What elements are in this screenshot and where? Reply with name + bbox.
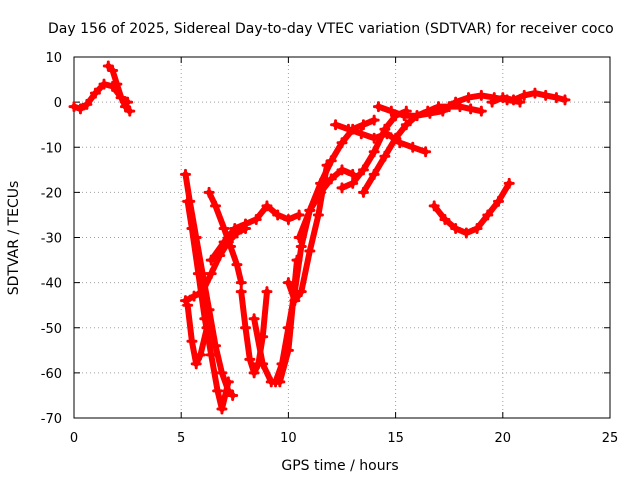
series-line: [184, 302, 210, 367]
series-track-6: [182, 299, 213, 370]
x-tick-label: 20: [495, 431, 512, 446]
series-track-13: [293, 114, 380, 243]
series-track-9: [235, 286, 273, 379]
y-tick-label: -10: [41, 141, 62, 156]
x-tick-label: 0: [70, 431, 78, 446]
y-tick-label: -30: [41, 232, 62, 247]
y-tick-label: 0: [54, 96, 62, 111]
series-track-4: [182, 195, 234, 415]
y-tick-label: -20: [41, 186, 62, 201]
series-track-18: [428, 177, 515, 239]
series-track-8: [205, 200, 305, 266]
series-line: [105, 63, 133, 115]
data-marks: [68, 60, 571, 415]
y-tick-label: -60: [41, 367, 62, 382]
x-tick-label: 15: [387, 431, 404, 446]
y-tick-label: -70: [41, 412, 62, 427]
series-line: [238, 288, 270, 376]
series-track-12: [282, 159, 333, 307]
series-track-2: [102, 60, 136, 117]
y-tick-label: -40: [41, 277, 62, 292]
y-axis-label: SDTVAR / TECUs: [6, 181, 22, 296]
series-line: [296, 117, 378, 241]
series-line: [182, 225, 249, 304]
series-line: [208, 202, 303, 264]
grid-layer: [74, 57, 610, 418]
y-tick-label: -50: [41, 322, 62, 337]
series-line: [285, 162, 330, 304]
series-line: [184, 198, 232, 412]
series-line: [489, 90, 568, 106]
axis-layer: 0 5 10 15 20 25 -70 -60 -50 -40 -30 -20 -10 0 10: [41, 51, 619, 446]
x-axis-label: GPS time / hours: [281, 458, 398, 474]
series-track-19: [486, 87, 571, 108]
chart-title: Day 156 of 2025, Sidereal Day-to-day VTE…: [48, 21, 614, 37]
series-line: [431, 180, 513, 236]
x-tick-label: 10: [280, 431, 297, 446]
y-tick-label: 10: [45, 51, 62, 66]
x-tick-label: 5: [177, 431, 185, 446]
x-tick-label: 25: [602, 431, 619, 446]
